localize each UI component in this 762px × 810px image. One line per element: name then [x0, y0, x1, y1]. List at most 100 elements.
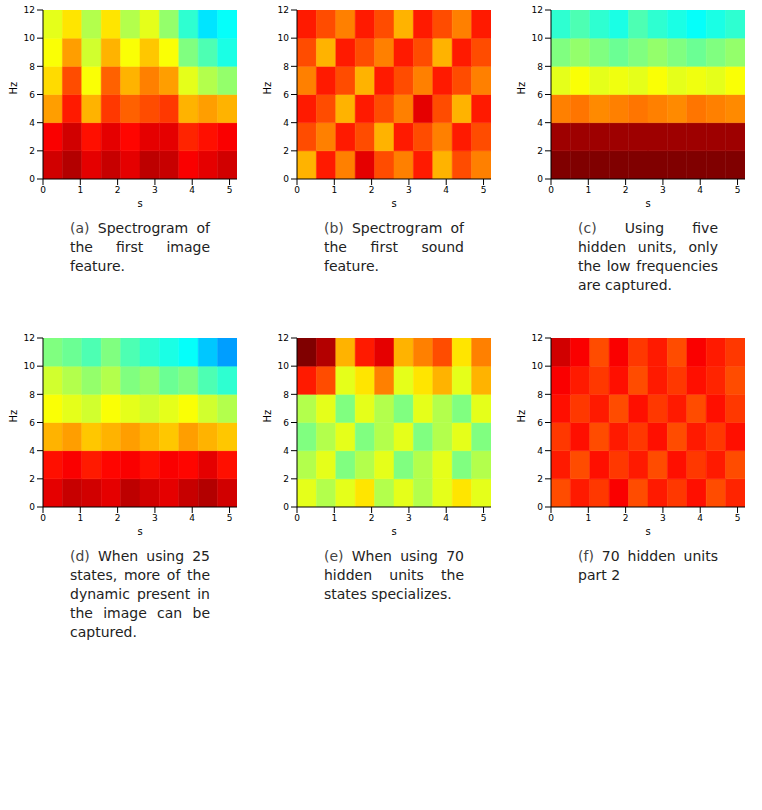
svg-text:3: 3 [660, 185, 666, 195]
svg-text:1: 1 [77, 185, 83, 195]
svg-text:12: 12 [278, 5, 289, 15]
html-text:When using 25 states, more of: When using 25 states, more of the dynami… [70, 548, 210, 640]
svg-text:0: 0 [29, 174, 35, 184]
svg-text:3: 3 [152, 185, 158, 195]
html-text:Using five hidden units, only: Using five hidden units, only the low fr… [578, 220, 718, 293]
svg-text:4: 4 [697, 185, 703, 195]
svg-text:5: 5 [735, 513, 741, 523]
svg-text:5: 5 [481, 185, 487, 195]
svg-text:6: 6 [283, 418, 289, 428]
svg-text:4: 4 [189, 185, 195, 195]
svg-text:4: 4 [29, 118, 35, 128]
svg-text:8: 8 [283, 390, 289, 400]
svg-text:12: 12 [278, 333, 289, 343]
svg-text:12: 12 [532, 333, 543, 343]
svg-text:2: 2 [623, 513, 629, 523]
html-text:(b): (b) [324, 220, 344, 236]
svg-text:6: 6 [283, 90, 289, 100]
svg-text:5: 5 [227, 185, 233, 195]
html-text:(d): (d) [70, 548, 90, 564]
svg-text:2: 2 [283, 146, 289, 156]
svg-text:2: 2 [369, 185, 375, 195]
svg-text:s: s [645, 526, 650, 537]
svg-text:Hz: Hz [262, 82, 273, 95]
svg-text:3: 3 [660, 513, 666, 523]
svg-text:0: 0 [40, 185, 46, 195]
svg-text:s: s [391, 198, 396, 209]
svg-text:0: 0 [294, 185, 300, 195]
svg-text:4: 4 [283, 118, 289, 128]
svg-text:0: 0 [548, 513, 554, 523]
svg-text:1: 1 [585, 513, 591, 523]
svg-text:2: 2 [283, 474, 289, 484]
svg-text:4: 4 [443, 513, 449, 523]
svg-text:Hz: Hz [516, 82, 527, 95]
svg-text:12: 12 [532, 5, 543, 15]
svg-text:10: 10 [24, 361, 36, 371]
svg-text:1: 1 [331, 513, 337, 523]
svg-text:s: s [645, 198, 650, 209]
svg-text:Hz: Hz [8, 82, 19, 95]
svg-text:2: 2 [29, 146, 35, 156]
svg-text:10: 10 [278, 33, 290, 43]
svg-text:0: 0 [283, 502, 289, 512]
svg-text:3: 3 [406, 513, 412, 523]
svg-text:1: 1 [585, 185, 591, 195]
svg-text:10: 10 [24, 33, 36, 43]
html-text:Spectrogram of the first image: Spectrogram of the first image feature. [70, 220, 210, 274]
svg-text:2: 2 [369, 513, 375, 523]
svg-text:1: 1 [331, 185, 337, 195]
svg-text:6: 6 [537, 418, 543, 428]
svg-text:4: 4 [29, 446, 35, 456]
html-text:(a): (a) [70, 220, 90, 236]
svg-text:4: 4 [537, 446, 543, 456]
svg-text:2: 2 [29, 474, 35, 484]
svg-text:0: 0 [537, 502, 543, 512]
svg-text:12: 12 [24, 333, 35, 343]
svg-text:10: 10 [278, 361, 290, 371]
svg-text:12: 12 [24, 5, 35, 15]
svg-text:10: 10 [532, 361, 544, 371]
svg-text:5: 5 [735, 185, 741, 195]
svg-text:5: 5 [481, 513, 487, 523]
svg-text:10: 10 [532, 33, 544, 43]
svg-text:4: 4 [283, 446, 289, 456]
html-text:Spectrogram of the first sound: Spectrogram of the first sound feature. [324, 220, 464, 274]
svg-text:6: 6 [29, 418, 35, 428]
svg-text:5: 5 [227, 513, 233, 523]
svg-text:s: s [137, 198, 142, 209]
svg-text:Hz: Hz [8, 410, 19, 423]
svg-text:0: 0 [548, 185, 554, 195]
svg-text:8: 8 [537, 390, 543, 400]
svg-text:0: 0 [283, 174, 289, 184]
svg-text:2: 2 [537, 474, 543, 484]
svg-text:Hz: Hz [516, 410, 527, 423]
html-text:70 hidden units part 2: 70 hidden units part 2 [578, 548, 718, 583]
svg-text:2: 2 [623, 185, 629, 195]
svg-text:2: 2 [537, 146, 543, 156]
svg-text:s: s [391, 526, 396, 537]
svg-text:6: 6 [29, 90, 35, 100]
svg-text:8: 8 [29, 390, 35, 400]
svg-text:4: 4 [189, 513, 195, 523]
svg-text:2: 2 [115, 185, 121, 195]
svg-text:8: 8 [537, 62, 543, 72]
svg-text:8: 8 [283, 62, 289, 72]
svg-text:s: s [137, 526, 142, 537]
svg-text:4: 4 [537, 118, 543, 128]
svg-text:4: 4 [697, 513, 703, 523]
svg-text:0: 0 [294, 513, 300, 523]
svg-text:0: 0 [537, 174, 543, 184]
svg-text:6: 6 [537, 90, 543, 100]
svg-text:3: 3 [406, 185, 412, 195]
svg-text:1: 1 [77, 513, 83, 523]
svg-text:8: 8 [29, 62, 35, 72]
svg-text:2: 2 [115, 513, 121, 523]
svg-text:3: 3 [152, 513, 158, 523]
html-text:(c): (c) [578, 220, 597, 236]
svg-text:0: 0 [29, 502, 35, 512]
svg-text:0: 0 [40, 513, 46, 523]
svg-text:Hz: Hz [262, 410, 273, 423]
html-text:When using 70 hidden units the: When using 70 hidden units the states sp… [324, 548, 464, 602]
svg-text:4: 4 [443, 185, 449, 195]
